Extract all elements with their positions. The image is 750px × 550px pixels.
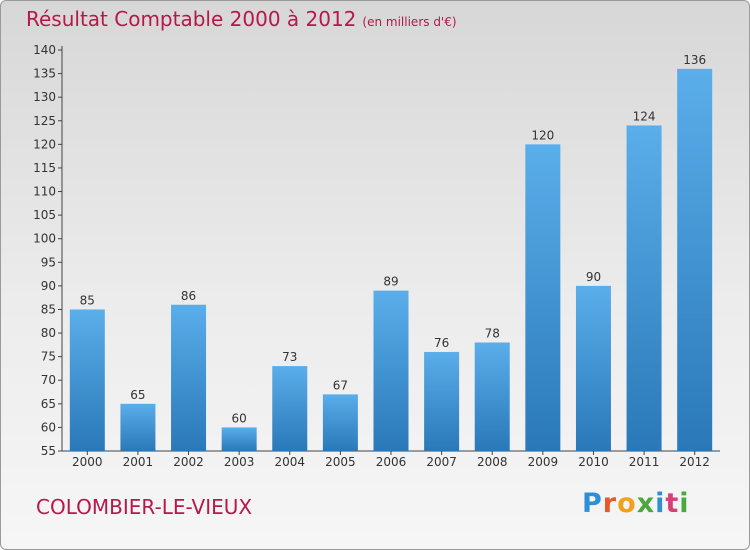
y-tick-label: 60 — [41, 420, 56, 434]
y-tick-label: 95 — [41, 255, 56, 269]
y-tick-label: 90 — [41, 279, 56, 293]
bar — [424, 351, 460, 451]
data-label: 136 — [683, 53, 706, 67]
y-tick-label: 55 — [41, 444, 56, 458]
data-label: 65 — [130, 388, 145, 402]
x-tick-label: 2008 — [477, 455, 508, 469]
y-tick-label: 110 — [33, 185, 56, 199]
bar — [626, 125, 662, 451]
data-label: 86 — [181, 289, 196, 303]
bar — [221, 427, 257, 451]
bar — [322, 394, 358, 451]
x-tick-label: 2005 — [325, 455, 356, 469]
x-tick-label: 2002 — [173, 455, 204, 469]
x-tick-label: 2001 — [123, 455, 154, 469]
bar — [575, 285, 611, 451]
data-label: 73 — [282, 350, 297, 364]
bar — [69, 309, 105, 451]
y-tick-label: 105 — [33, 208, 56, 222]
data-label: 89 — [383, 275, 398, 289]
x-tick-label: 2004 — [274, 455, 305, 469]
x-tick-label: 2006 — [376, 455, 407, 469]
x-tick-label: 2010 — [578, 455, 609, 469]
y-tick-label: 70 — [41, 373, 56, 387]
y-tick-label: 80 — [41, 326, 56, 340]
bar — [373, 290, 409, 451]
data-label: 85 — [80, 293, 95, 307]
x-tick-label: 2003 — [224, 455, 255, 469]
y-tick-label: 115 — [33, 161, 56, 175]
x-tick-label: 2000 — [72, 455, 103, 469]
y-tick-label: 75 — [41, 350, 56, 364]
proxiti-logo: Proxiti — [582, 488, 690, 519]
data-label: 90 — [586, 270, 601, 284]
y-tick-label: 85 — [41, 302, 56, 316]
chart-unit: (en milliers d'€) — [362, 15, 457, 29]
chart-title-text: Résultat Comptable 2000 à 2012 — [26, 7, 357, 31]
bar — [474, 342, 510, 451]
x-tick-label: 2007 — [426, 455, 457, 469]
y-tick-label: 120 — [33, 137, 56, 151]
data-label: 60 — [232, 411, 247, 425]
bar — [677, 68, 713, 451]
data-label: 78 — [485, 326, 500, 340]
y-tick-label: 135 — [33, 67, 56, 81]
bar — [525, 144, 561, 451]
data-label: 124 — [633, 109, 656, 123]
y-tick-label: 130 — [33, 90, 56, 104]
x-tick-label: 2009 — [528, 455, 559, 469]
data-label: 120 — [531, 128, 554, 142]
commune-name: COLOMBIER-LE-VIEUX — [36, 495, 253, 519]
y-tick-label: 65 — [41, 397, 56, 411]
y-tick-label: 100 — [33, 232, 56, 246]
bar — [272, 366, 308, 451]
bar — [120, 403, 156, 451]
data-label: 67 — [333, 378, 348, 392]
bar — [171, 304, 207, 451]
x-tick-label: 2012 — [679, 455, 710, 469]
data-label: 76 — [434, 336, 449, 350]
y-tick-label: 125 — [33, 114, 56, 128]
y-tick-label: 140 — [33, 43, 56, 57]
chart-title: Résultat Comptable 2000 à 2012 (en millie… — [26, 7, 457, 31]
x-tick-label: 2011 — [629, 455, 660, 469]
